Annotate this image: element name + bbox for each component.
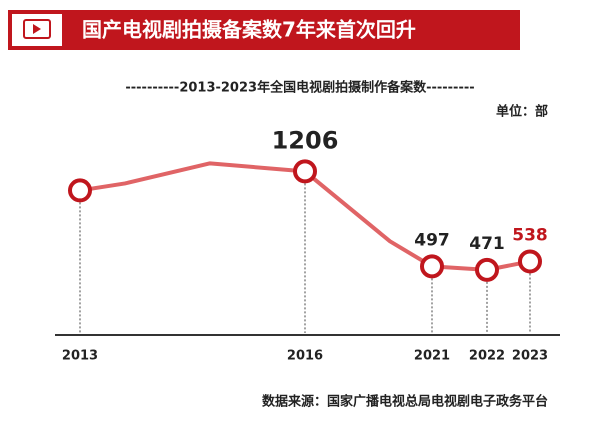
- chart-subtitle: ----------2013-2023年全国电视剧拍摄制作备案数--------…: [125, 80, 474, 96]
- x-tick-label: 2021: [414, 349, 450, 364]
- data-label: 471: [469, 234, 505, 254]
- point-marker: [420, 254, 444, 279]
- x-tick-label: 2023: [512, 349, 548, 364]
- point-marker: [68, 178, 92, 203]
- point-marker: [475, 257, 499, 282]
- icon-screen: [23, 19, 51, 39]
- x-tick-label: 2016: [287, 349, 323, 364]
- icon-play: [33, 24, 41, 34]
- data-label: 497: [414, 230, 450, 250]
- data-label: 538: [512, 225, 548, 245]
- point-marker: [518, 249, 542, 274]
- data-label: 1206: [272, 126, 339, 154]
- x-tick-label: 2022: [469, 349, 505, 364]
- point-marker: [293, 159, 317, 184]
- chart-title: 国产电视剧拍摄备案数7年来首次回升: [82, 18, 416, 42]
- unit-label: 单位：部: [496, 104, 548, 120]
- source-note: 数据来源：国家广播电视总局电视剧电子政务平台: [262, 394, 548, 410]
- x-tick-label: 2013: [62, 349, 98, 364]
- title-banner: [8, 10, 520, 50]
